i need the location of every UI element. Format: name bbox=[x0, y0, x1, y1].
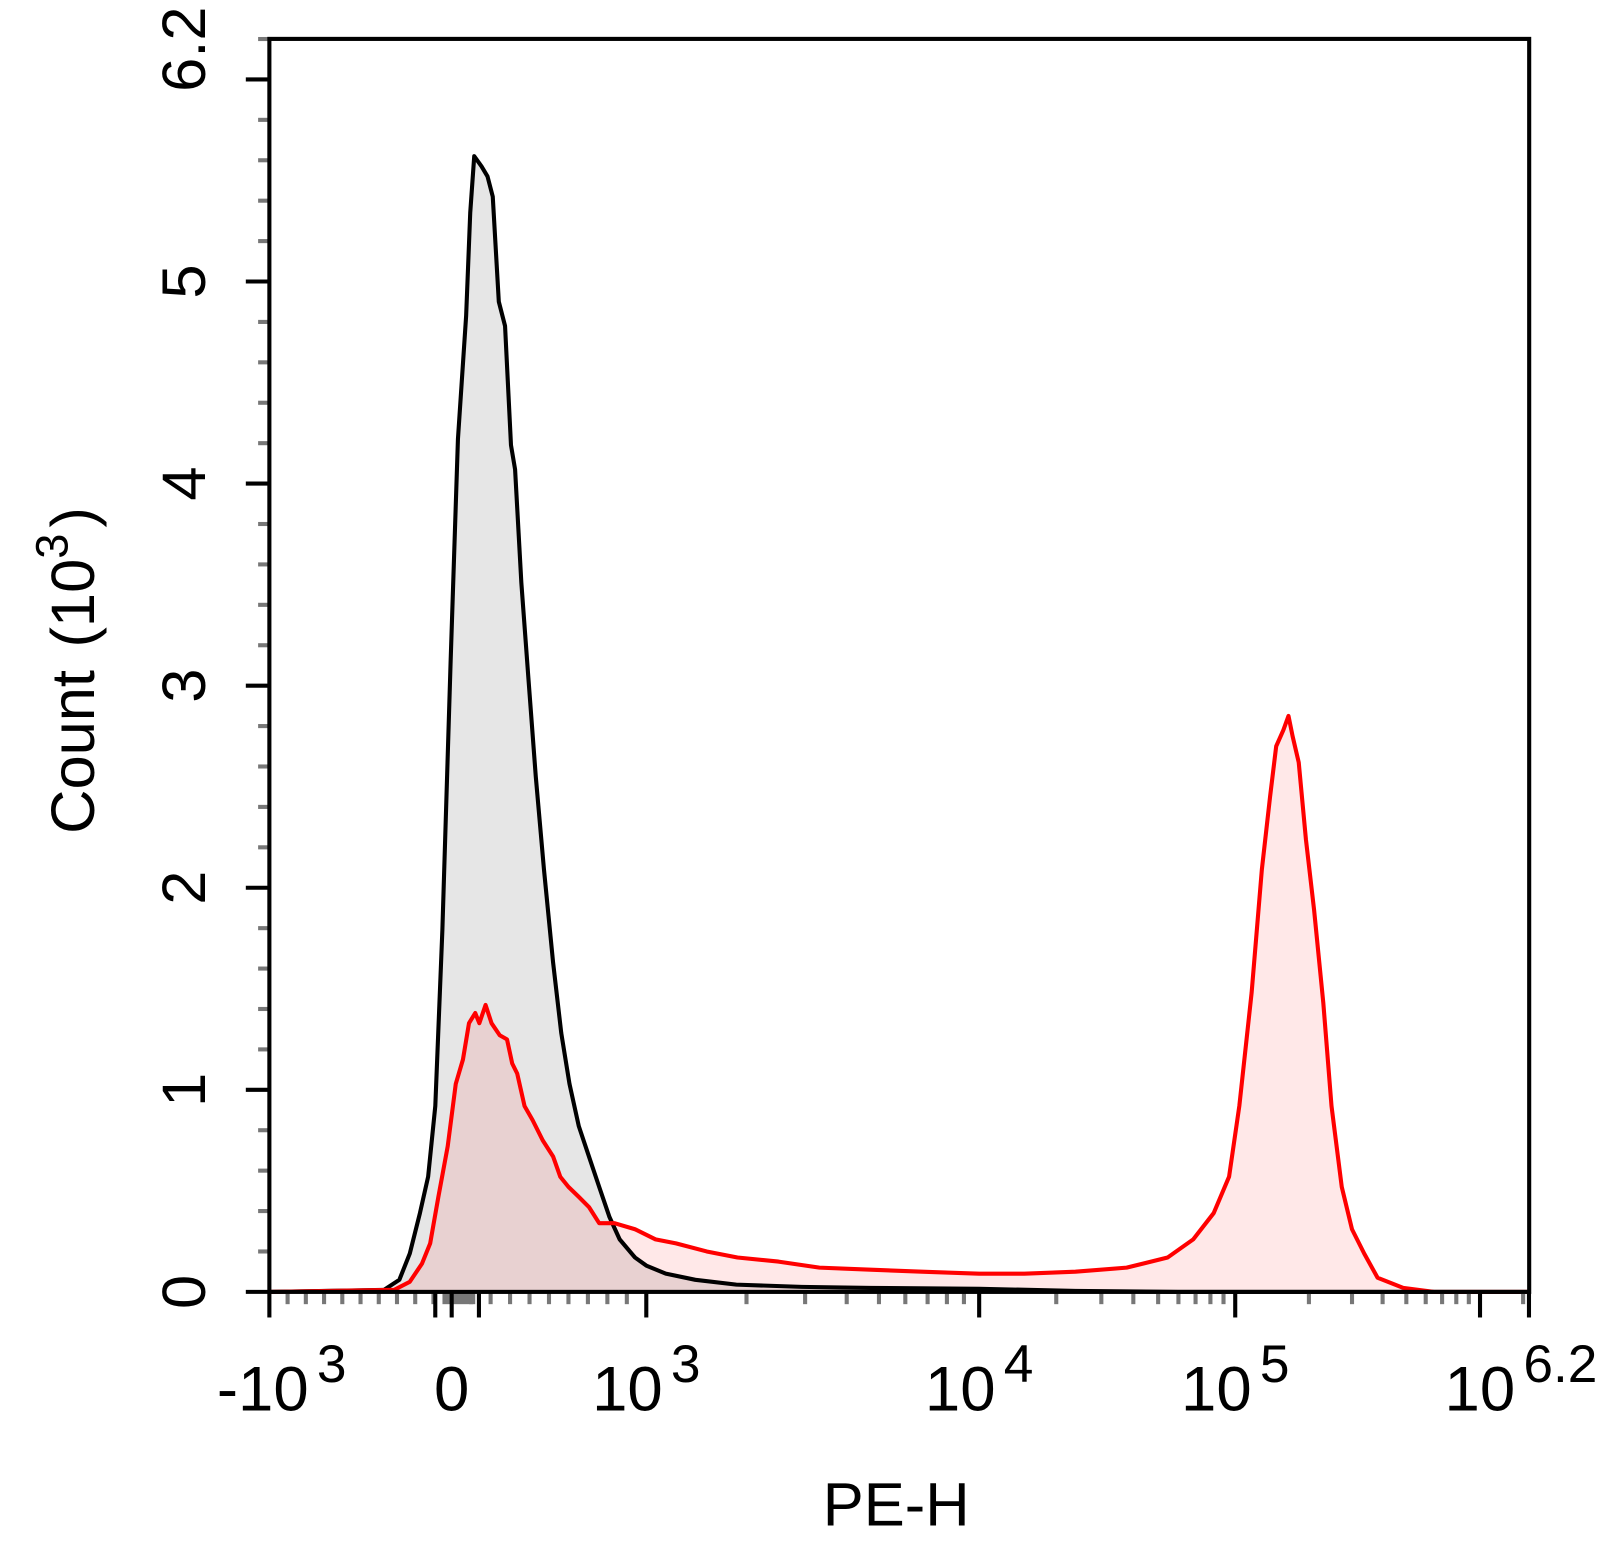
x-tick-exponent: 3 bbox=[671, 1335, 701, 1394]
series-0-line bbox=[269, 154, 1529, 1294]
y-tick-label: 5 bbox=[150, 264, 219, 298]
x-tick-label: 10 4 bbox=[925, 1335, 1033, 1425]
x-tick-label: 10 6.2 bbox=[1445, 1335, 1598, 1425]
series-1-line bbox=[269, 713, 1529, 1294]
x-tick-base: 10 bbox=[1181, 1355, 1252, 1425]
y-axis-unit-exp: 3 bbox=[27, 534, 78, 559]
x-tick-base: 10 bbox=[925, 1355, 996, 1425]
y-tick-label: 0 bbox=[150, 1275, 219, 1309]
y-axis-unit-close: ) bbox=[39, 507, 108, 527]
x-tick-base: 0 bbox=[434, 1355, 469, 1425]
x-tick-base: 10 bbox=[592, 1355, 663, 1425]
x-tick-base: 10 bbox=[1445, 1355, 1516, 1425]
y-tick-label: 1 bbox=[150, 1073, 219, 1107]
y-axis-unit-base: (10 bbox=[39, 559, 108, 648]
x-tick-label: 0 bbox=[434, 1355, 469, 1425]
y-tick-label: 3 bbox=[150, 669, 219, 703]
series-0-fill bbox=[269, 156, 1529, 1292]
x-tick-label: -10 3 bbox=[217, 1335, 347, 1425]
x-tick-label: 10 3 bbox=[592, 1335, 700, 1425]
y-tick-label: 2 bbox=[150, 871, 219, 905]
y-axis-title: Count (103) bbox=[27, 507, 109, 834]
x-tick-exponent: 4 bbox=[1004, 1335, 1034, 1394]
x-tick-base: -10 bbox=[217, 1355, 309, 1425]
y-tick-label: 6.2 bbox=[150, 6, 219, 91]
x-axis-title: PE-H bbox=[823, 1470, 970, 1539]
series-1-fill bbox=[269, 715, 1529, 1292]
y-tick-label: 4 bbox=[150, 467, 219, 501]
x-tick-exponent: 3 bbox=[317, 1335, 347, 1394]
y-tick-labels: 0 1 2 3 4 5 6.2 bbox=[150, 6, 219, 1309]
x-tick-exponent: 6.2 bbox=[1523, 1335, 1597, 1394]
x-tick-exponent: 5 bbox=[1260, 1335, 1290, 1394]
x-tick-label: 10 5 bbox=[1181, 1335, 1289, 1425]
x-tick-labels: -10 3 0 10 3 10 4 10 5 10 6.2 bbox=[217, 1335, 1598, 1425]
plot-frame bbox=[267, 36, 1532, 1294]
y-axis-title-text: Count bbox=[39, 670, 108, 834]
series-layer bbox=[269, 154, 1529, 1294]
